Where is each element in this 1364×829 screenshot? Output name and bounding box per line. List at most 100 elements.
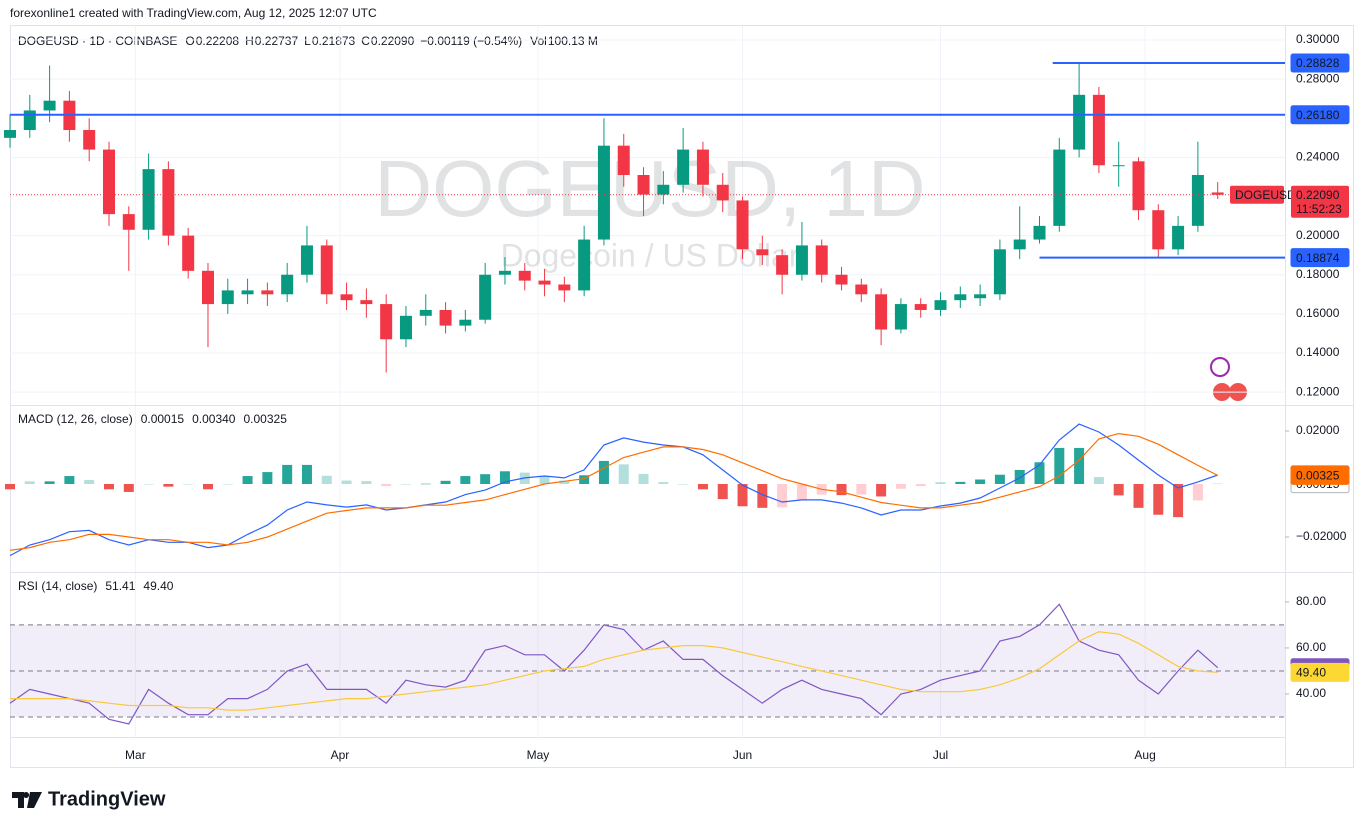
histogram-bar bbox=[103, 483, 114, 490]
x-tick-label: Mar bbox=[125, 748, 146, 762]
level-label-box bbox=[1290, 53, 1350, 73]
candle-body bbox=[934, 300, 947, 310]
histogram-bar bbox=[836, 483, 847, 496]
histogram-bar bbox=[638, 473, 649, 484]
y-tick-label: 0.14000 bbox=[1296, 345, 1340, 359]
histogram-bar bbox=[24, 481, 35, 484]
histogram-bar bbox=[440, 480, 451, 484]
x-tick-label: Aug bbox=[1134, 748, 1155, 762]
level-label: 0.26180 bbox=[1296, 108, 1340, 122]
candle-body bbox=[380, 304, 393, 340]
candle-body bbox=[1033, 225, 1046, 240]
candle-body bbox=[1132, 161, 1145, 211]
ohlc-value: 0.21873 bbox=[312, 34, 356, 48]
candle-body bbox=[875, 294, 888, 330]
ohlc-value: 0.22737 bbox=[255, 34, 299, 48]
histogram-bar bbox=[559, 480, 570, 484]
histogram-bar bbox=[955, 481, 966, 484]
histogram-bar bbox=[262, 472, 273, 484]
y-tick-label: 0.20000 bbox=[1296, 228, 1340, 242]
candle-body bbox=[399, 315, 412, 340]
histogram-bar bbox=[717, 483, 728, 500]
candle-body bbox=[657, 184, 670, 195]
histogram-bar bbox=[5, 483, 15, 490]
candle-body bbox=[1053, 149, 1066, 226]
ohlc-label: L bbox=[304, 34, 311, 48]
symbol-box bbox=[1230, 185, 1284, 204]
candle-body bbox=[974, 294, 987, 299]
last-price-box bbox=[1291, 185, 1349, 218]
candle-body bbox=[1152, 210, 1165, 250]
y-tick-label: 0.02000 bbox=[1296, 423, 1340, 437]
candle-body bbox=[498, 270, 511, 275]
candle-body bbox=[795, 245, 808, 275]
histogram-bar bbox=[1093, 477, 1104, 484]
histogram-bar bbox=[163, 483, 174, 487]
x-tick-label: May bbox=[527, 748, 550, 762]
x-tick-label: Apr bbox=[331, 748, 350, 762]
candle-body bbox=[340, 294, 353, 301]
candle-body bbox=[419, 309, 432, 316]
series-line bbox=[9, 423, 1218, 557]
candle-body bbox=[102, 149, 115, 215]
histogram-bar bbox=[658, 482, 669, 484]
candle-body bbox=[43, 100, 56, 111]
candle-body bbox=[558, 284, 571, 291]
candle-body bbox=[142, 169, 155, 230]
histogram-bar bbox=[579, 475, 590, 484]
symbol-label: DOGEUSD bbox=[1235, 188, 1296, 202]
candle-body bbox=[23, 110, 36, 131]
axis-value-label-box bbox=[1290, 465, 1350, 485]
histogram-bar bbox=[44, 481, 55, 484]
histogram-bar bbox=[678, 483, 689, 485]
candle-body bbox=[1092, 94, 1105, 166]
countdown: 11:52:23 bbox=[1296, 202, 1342, 216]
y-tick-label: −0.02000 bbox=[1296, 529, 1347, 543]
axis-value-label-box bbox=[1290, 662, 1350, 682]
series-line bbox=[9, 432, 1218, 551]
histogram-bar bbox=[697, 483, 708, 490]
candle-body bbox=[776, 255, 789, 275]
candle-body bbox=[122, 214, 135, 230]
histogram-bar bbox=[499, 471, 510, 484]
histogram-bar bbox=[856, 483, 867, 495]
histogram-bar bbox=[539, 476, 550, 484]
legend-value: 0.00325 bbox=[243, 412, 287, 426]
candle-body bbox=[696, 149, 709, 185]
y-tick-label: 80.00 bbox=[1296, 594, 1326, 608]
histogram-bar bbox=[737, 483, 748, 507]
legend-value: 49.40 bbox=[143, 579, 173, 593]
legend-value: 51.41 bbox=[105, 579, 135, 593]
candle-body bbox=[1013, 239, 1026, 250]
level-label-box bbox=[1290, 105, 1350, 125]
ohlc-value: 0.22090 bbox=[371, 34, 415, 48]
level-label-box bbox=[1290, 248, 1350, 268]
candle-body bbox=[637, 175, 650, 195]
histogram-bar bbox=[1173, 483, 1184, 518]
candle-body bbox=[756, 249, 769, 256]
candle-body bbox=[1073, 94, 1086, 150]
histogram-bar bbox=[301, 464, 312, 484]
candle-body bbox=[439, 309, 452, 326]
brand: TradingView bbox=[48, 788, 166, 810]
pane-title: MACD (12, 26, close) bbox=[18, 412, 133, 426]
y-tick-label: 0.18000 bbox=[1296, 267, 1340, 281]
candle-body bbox=[993, 249, 1006, 295]
candle-body bbox=[677, 149, 690, 185]
credit: forexonline1 created with TradingView.co… bbox=[10, 6, 377, 20]
candle-body bbox=[835, 274, 848, 285]
x-tick-label: Jul bbox=[933, 748, 948, 762]
histogram-bar bbox=[400, 483, 411, 485]
last-price-label: 0.22090 bbox=[1296, 188, 1340, 202]
histogram-bar bbox=[183, 483, 194, 485]
candle-body bbox=[855, 284, 868, 295]
icon bbox=[1210, 357, 1230, 377]
histogram-bar bbox=[1113, 483, 1124, 496]
histogram-bar bbox=[202, 483, 213, 490]
watermark: DOGEUSD, 1D Dogecoin / US Dollar bbox=[374, 144, 925, 273]
pane-title: RSI (14, close) bbox=[18, 579, 97, 593]
histogram-bar bbox=[361, 481, 372, 484]
candle-body bbox=[281, 274, 294, 295]
candle-body bbox=[4, 130, 16, 138]
